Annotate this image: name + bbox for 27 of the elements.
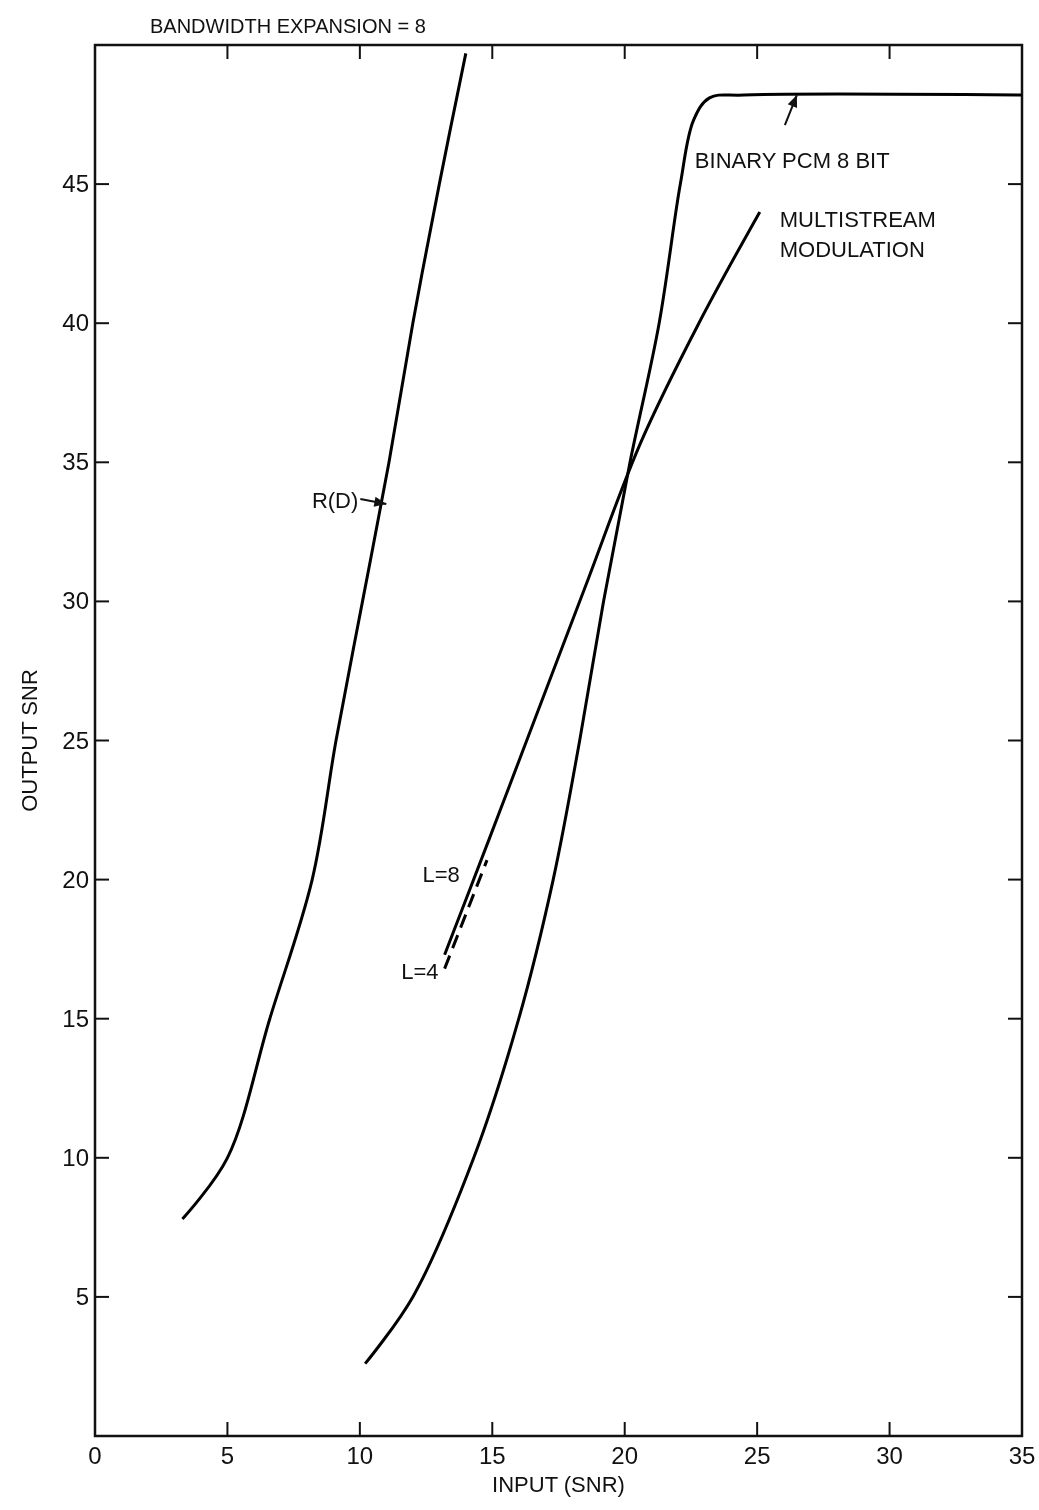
chart-title: BANDWIDTH EXPANSION = 8 [150,15,426,37]
x-tick-label: 25 [743,1442,771,1469]
y-tick-label: 10 [62,1143,89,1171]
y-axis-title: OUTPUT SNR [17,669,42,812]
y-tick-label: 30 [62,587,89,615]
annotation: MULTISTREAM MODULATION [779,206,936,262]
annotation: L=4 [401,958,439,984]
annotation: R(D) [311,488,359,514]
x-tick-label: 0 [88,1442,102,1469]
y-tick-label: 25 [62,726,89,754]
y-tick-label: 20 [62,865,89,893]
x-tick-label: 35 [1008,1442,1036,1469]
x-tick-label: 10 [346,1442,374,1469]
line-series [363,92,1024,1366]
y-tick-label: 5 [75,1282,89,1310]
x-tick-label: 30 [876,1442,903,1469]
y-tick-label: 40 [62,309,89,337]
line-series [180,51,468,1221]
y-tick-label: 35 [62,448,89,476]
x-tick-label: 5 [220,1442,235,1469]
x-axis-title: INPUT (SNR) [492,1472,625,1497]
x-tick-label: 20 [611,1442,639,1469]
y-tick-label: 15 [62,1004,89,1032]
annotation: L=8 [422,862,460,888]
annotation: BINARY PCM 8 BIT [694,148,890,174]
y-tick-label: 45 [62,170,89,198]
x-tick-label: 15 [478,1442,506,1469]
